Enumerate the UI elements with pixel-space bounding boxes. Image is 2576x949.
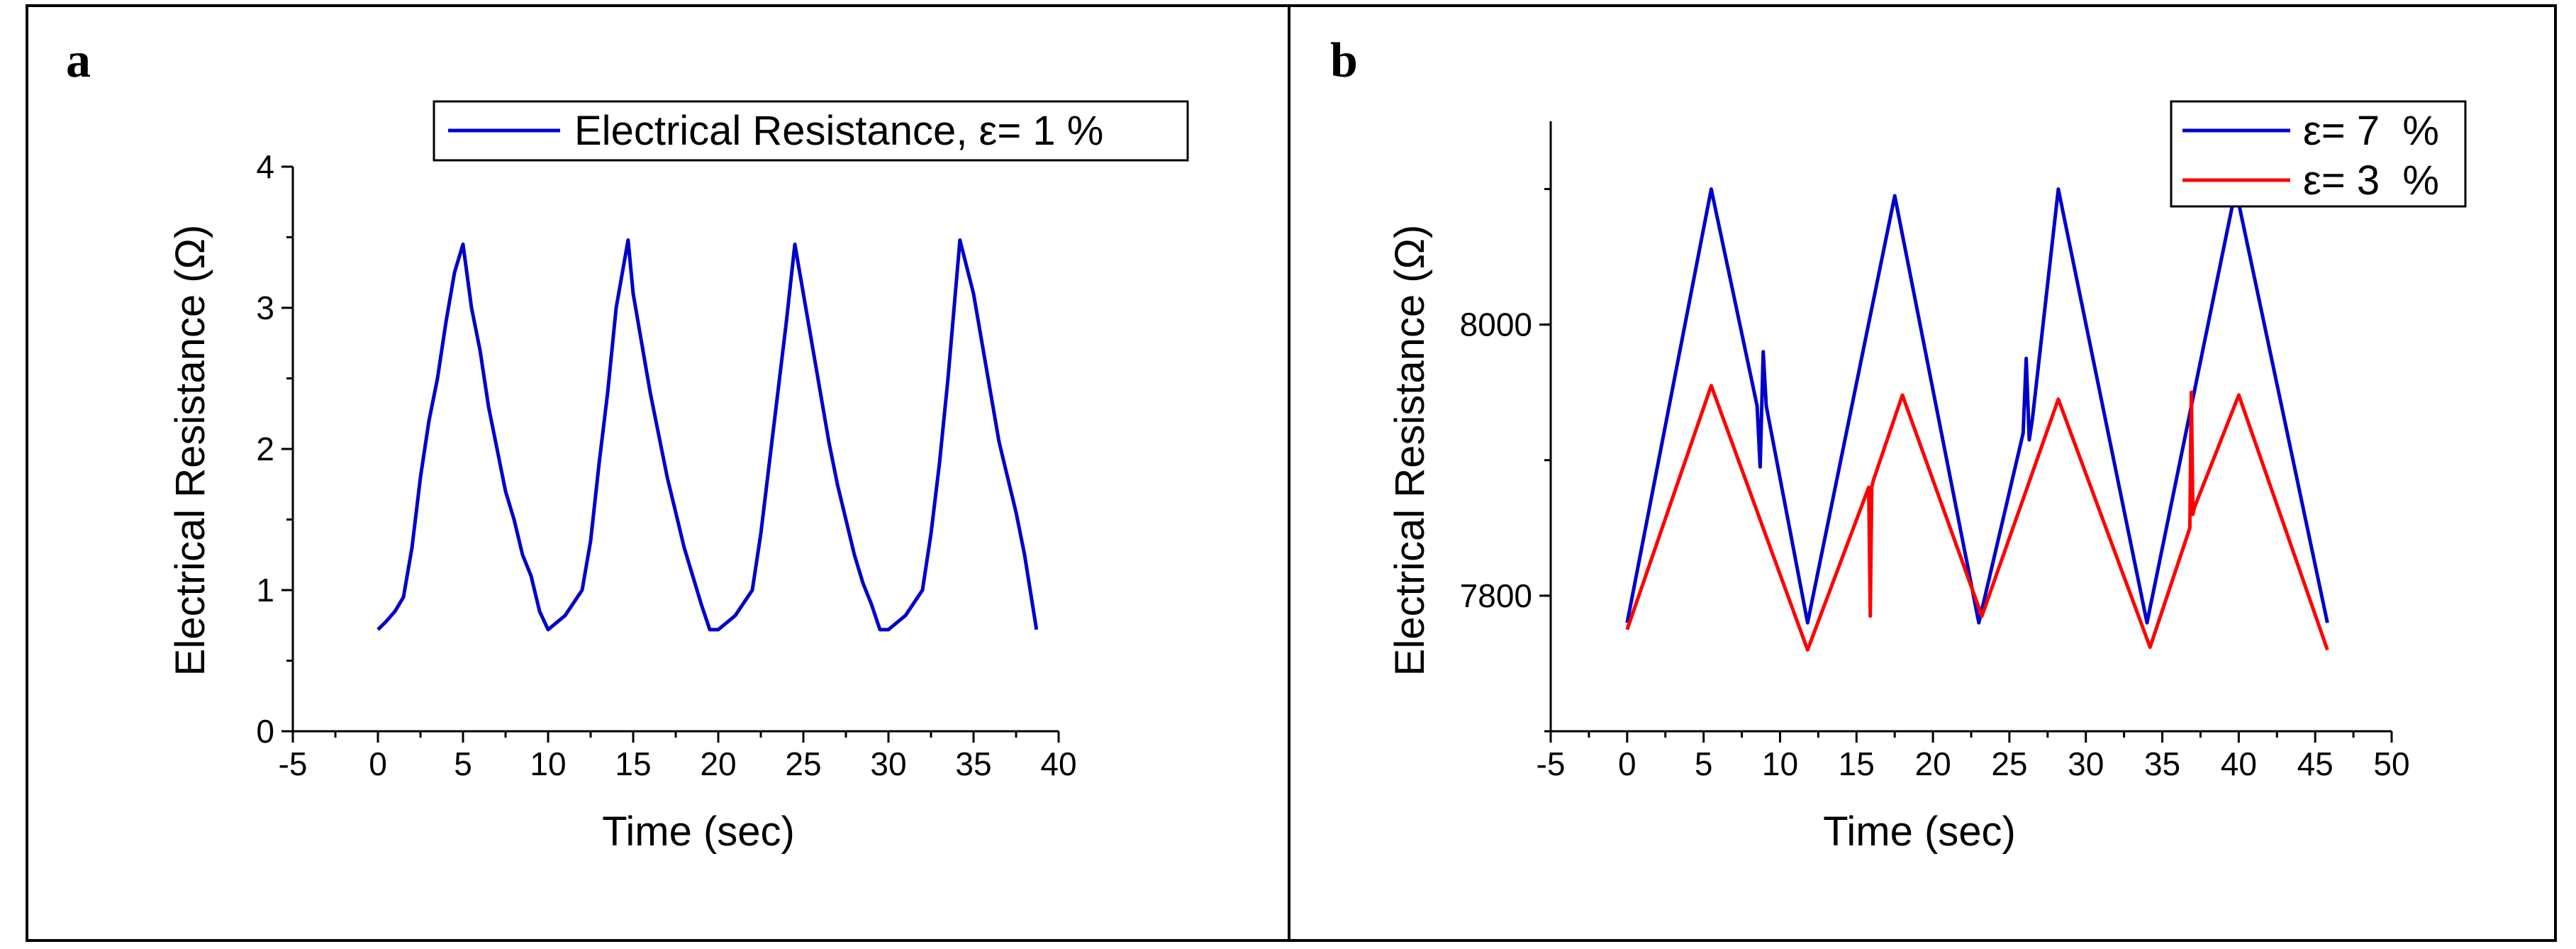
panel-b-y-ticks: 7800 8000 [1460,188,1551,733]
y-tick-label: 8000 [1460,306,1532,343]
panel-a-x-axis-title: Time (sec) [602,809,795,855]
x-tick-label: 15 [615,745,651,782]
x-tick-label: 5 [1695,745,1713,782]
y-tick-label: 3 [256,289,274,326]
panel-b-legend-label-1: ε= 7 % [2303,108,2439,154]
panel-b: b -5 0 5 10 15 20 25 30 35 40 45 50 7800 8000 Time (… [1330,33,2467,855]
panel-b-series-1-line [1625,187,2329,625]
y-tick-label: 1 [256,572,274,609]
x-tick-label: 35 [955,745,991,782]
panel-a-legend-label: Electrical Resistance, ε= 1 % [574,108,1103,154]
panel-b-x-axis-title: Time (sec) [1823,809,2016,855]
panel-a-y-ticks: 0 1 2 3 4 [256,148,293,750]
panel-a-x-ticks: -5 0 5 10 15 20 25 30 35 40 [279,731,1077,782]
x-tick-label: 20 [1915,745,1951,782]
figure-frame [26,4,2557,942]
panel-a-legend: Electrical Resistance, ε= 1 % [433,100,1189,162]
x-tick-label: 0 [1618,745,1637,782]
x-tick-label: 50 [2373,745,2409,782]
y-tick-label: 0 [256,713,274,750]
x-tick-label: 15 [1839,745,1875,782]
panel-b-legend-label-2: ε= 3 % [2303,157,2439,204]
panel-b-x-ticks: -5 0 5 10 15 20 25 30 35 40 45 50 [1537,731,2410,782]
x-tick-label: 25 [785,745,821,782]
panel-b-y-axis-title: Electrical Resistance (Ω) [1387,225,1433,676]
x-tick-label: -5 [1537,745,1566,782]
x-tick-label: 30 [2068,745,2104,782]
y-tick-label: 7800 [1460,577,1532,614]
panel-a-series-1-line [377,238,1039,632]
x-tick-label: 10 [530,745,566,782]
x-tick-label: 30 [870,745,906,782]
x-tick-label: 45 [2297,745,2334,782]
x-tick-label: 40 [1040,745,1076,782]
panel-a-letter: a [66,33,91,88]
panel-b-letter: b [1330,33,1358,88]
x-tick-label: -5 [279,745,308,782]
x-tick-label: 20 [700,745,736,782]
x-tick-label: 25 [1991,745,2027,782]
panel-b-legend-box [2170,100,2467,208]
x-tick-label: 10 [1762,745,1798,782]
x-tick-label: 5 [454,745,472,782]
y-tick-label: 2 [256,431,274,467]
x-tick-label: 35 [2144,745,2180,782]
y-tick-label: 4 [256,148,274,185]
panel-b-plot [1549,121,2392,733]
panel-b-series-2-line [1625,384,2329,652]
x-tick-label: 40 [2221,745,2257,782]
x-tick-label: 0 [369,745,387,782]
panel-a-y-axis-title: Electrical Resistance (Ω) [167,225,213,676]
panel-b-legend: ε= 7 % ε= 3 % [2170,100,2467,208]
